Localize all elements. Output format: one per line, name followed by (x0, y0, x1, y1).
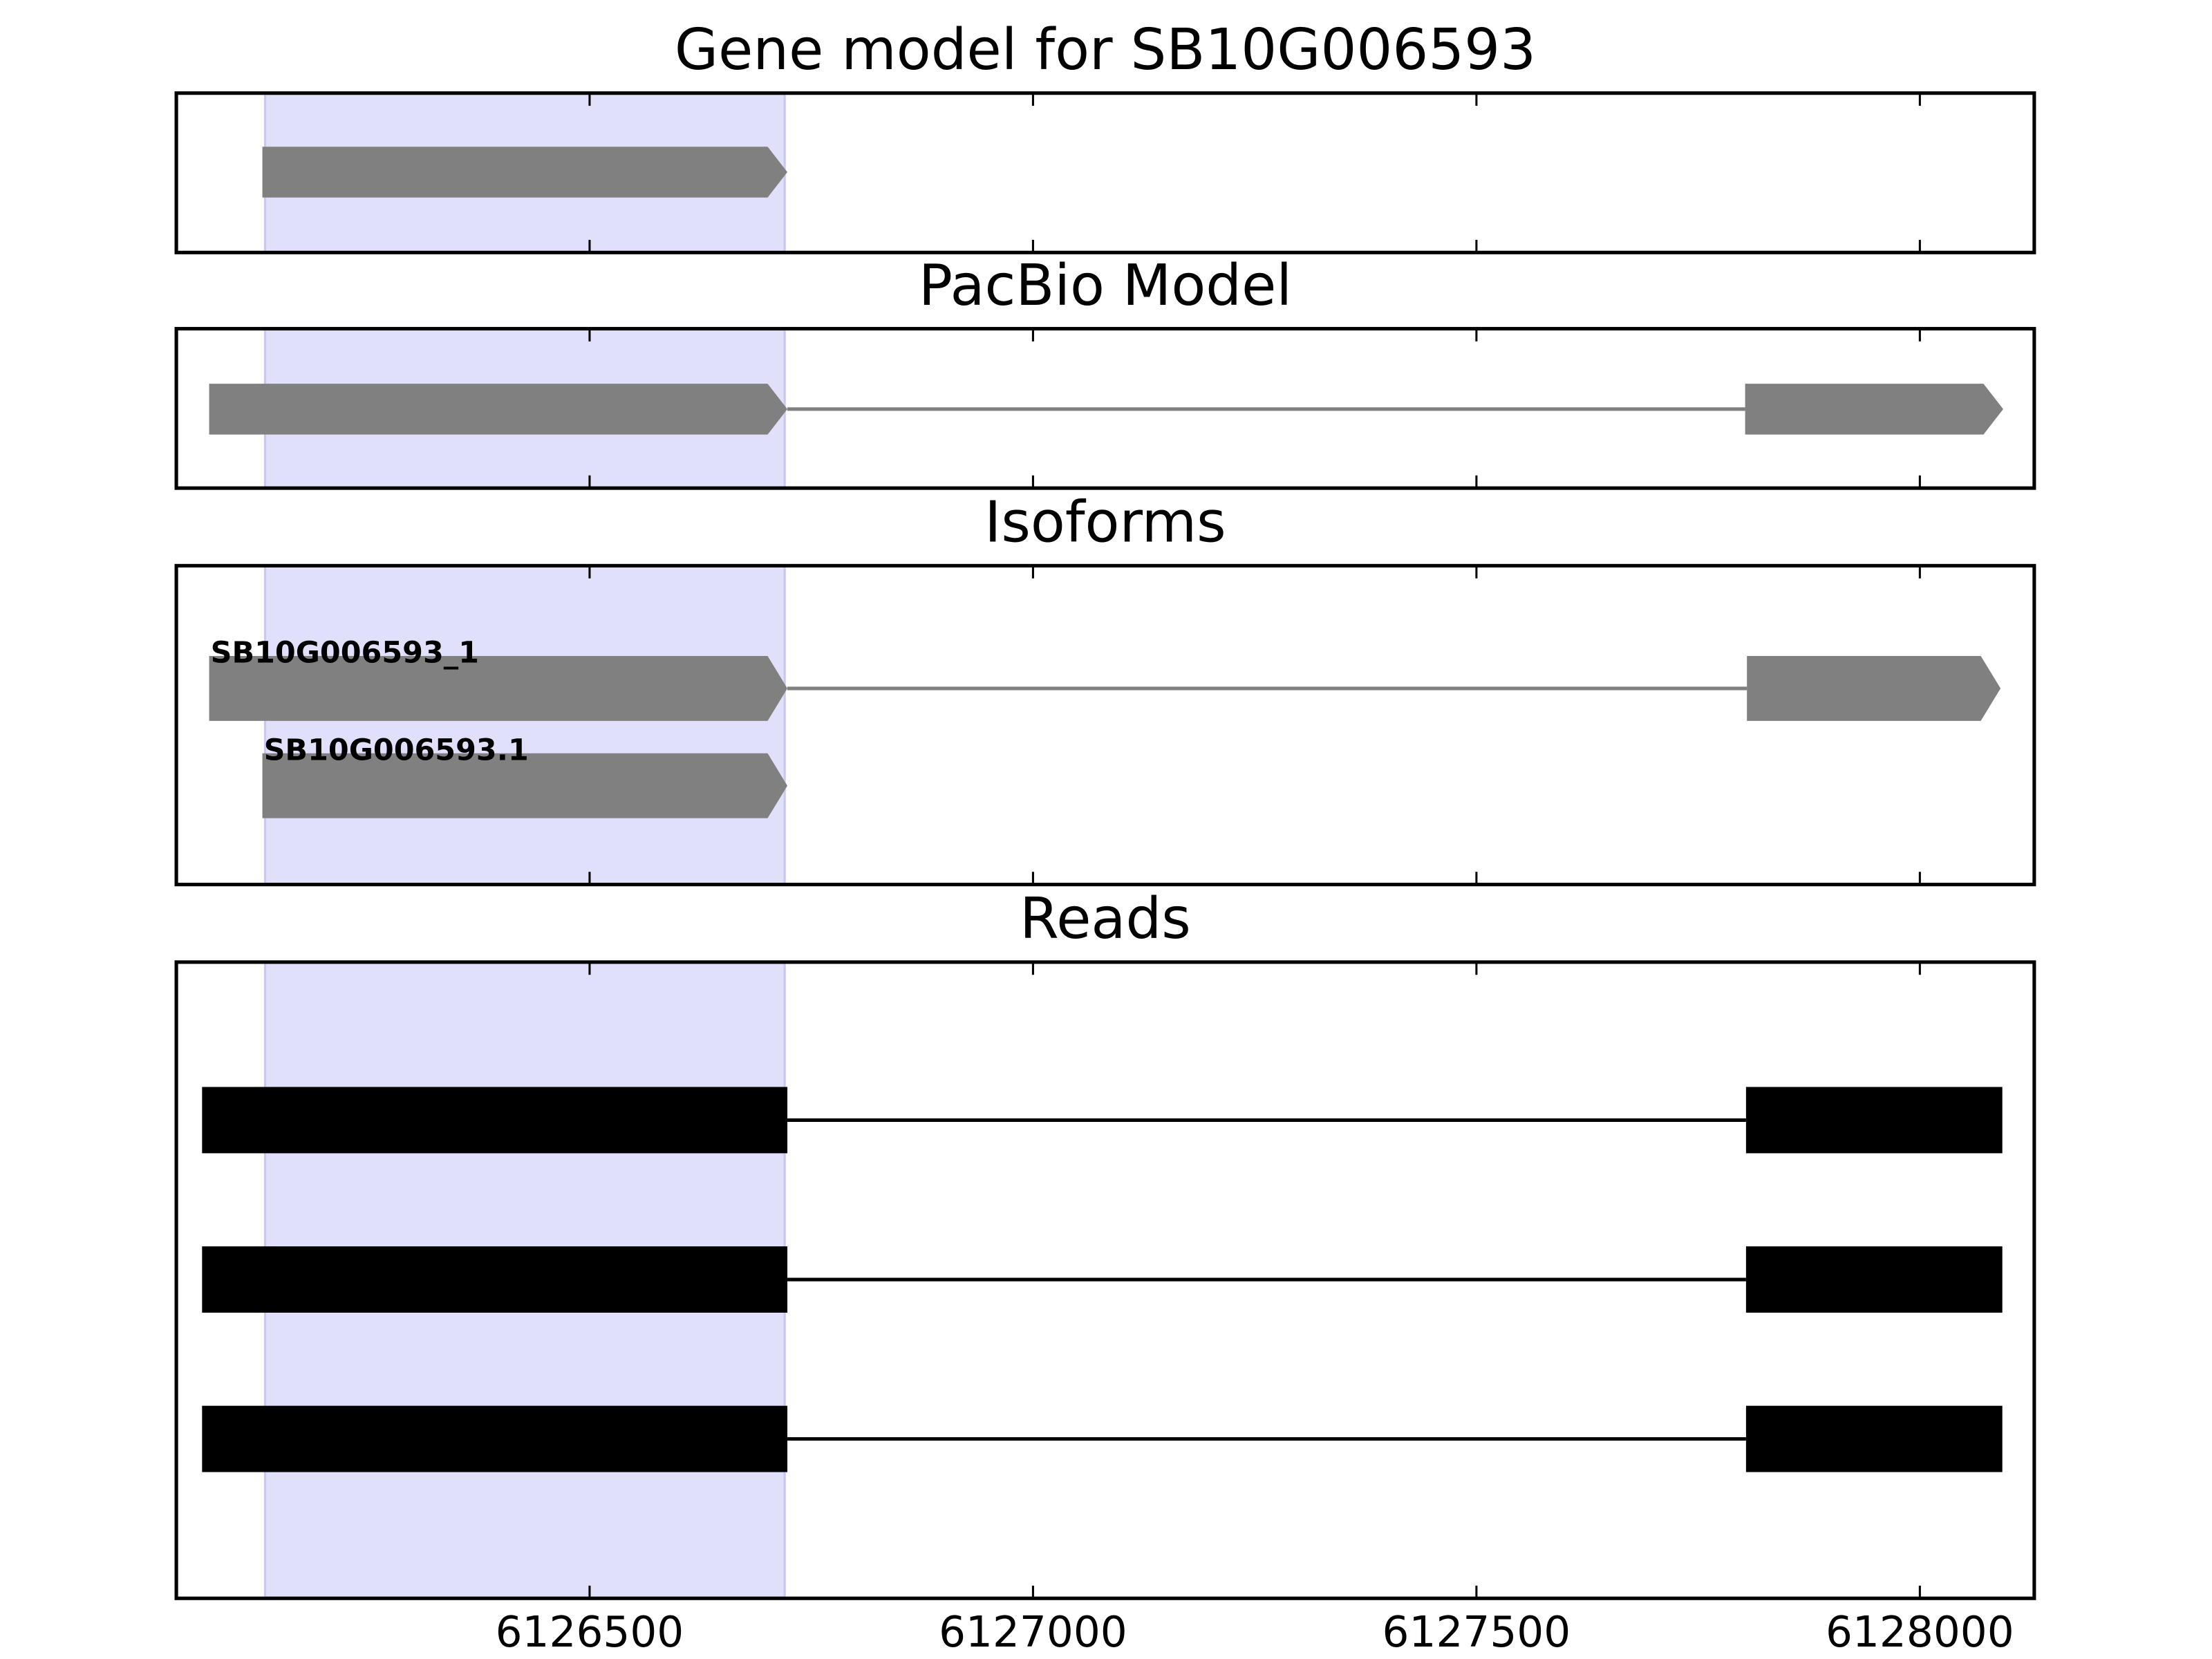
exon (1745, 384, 2003, 435)
exon (262, 753, 788, 818)
exon (1747, 655, 2001, 721)
exon (1745, 1405, 2003, 1472)
feature-label: SB10G006593.1 (264, 733, 529, 767)
exon (209, 384, 788, 435)
x-tick-label: 6126500 (496, 1608, 684, 1657)
exon (202, 1405, 788, 1472)
exon (209, 655, 788, 721)
panel-frame (174, 91, 2036, 254)
panel-frame (174, 563, 2036, 887)
x-tick-label: 6127500 (1382, 1608, 1571, 1657)
panel-frame (174, 960, 2036, 1600)
x-tick-label: 6127000 (939, 1608, 1127, 1657)
feature-label: SB10G006593_1 (211, 635, 479, 670)
x-tick-label: 6128000 (1826, 1608, 2014, 1657)
panel-title: Reads (1020, 886, 1191, 952)
panel-frame (174, 326, 2036, 490)
highlight-region (263, 564, 786, 886)
exon (202, 1087, 788, 1154)
panel-title: Gene model for SB10G006593 (675, 17, 1536, 83)
panel-title: PacBio Model (919, 253, 1292, 319)
exon (262, 147, 788, 198)
exon (1745, 1087, 2003, 1154)
exon (202, 1246, 788, 1313)
exon (1745, 1246, 2003, 1313)
panel-title: Isoforms (984, 490, 1226, 556)
